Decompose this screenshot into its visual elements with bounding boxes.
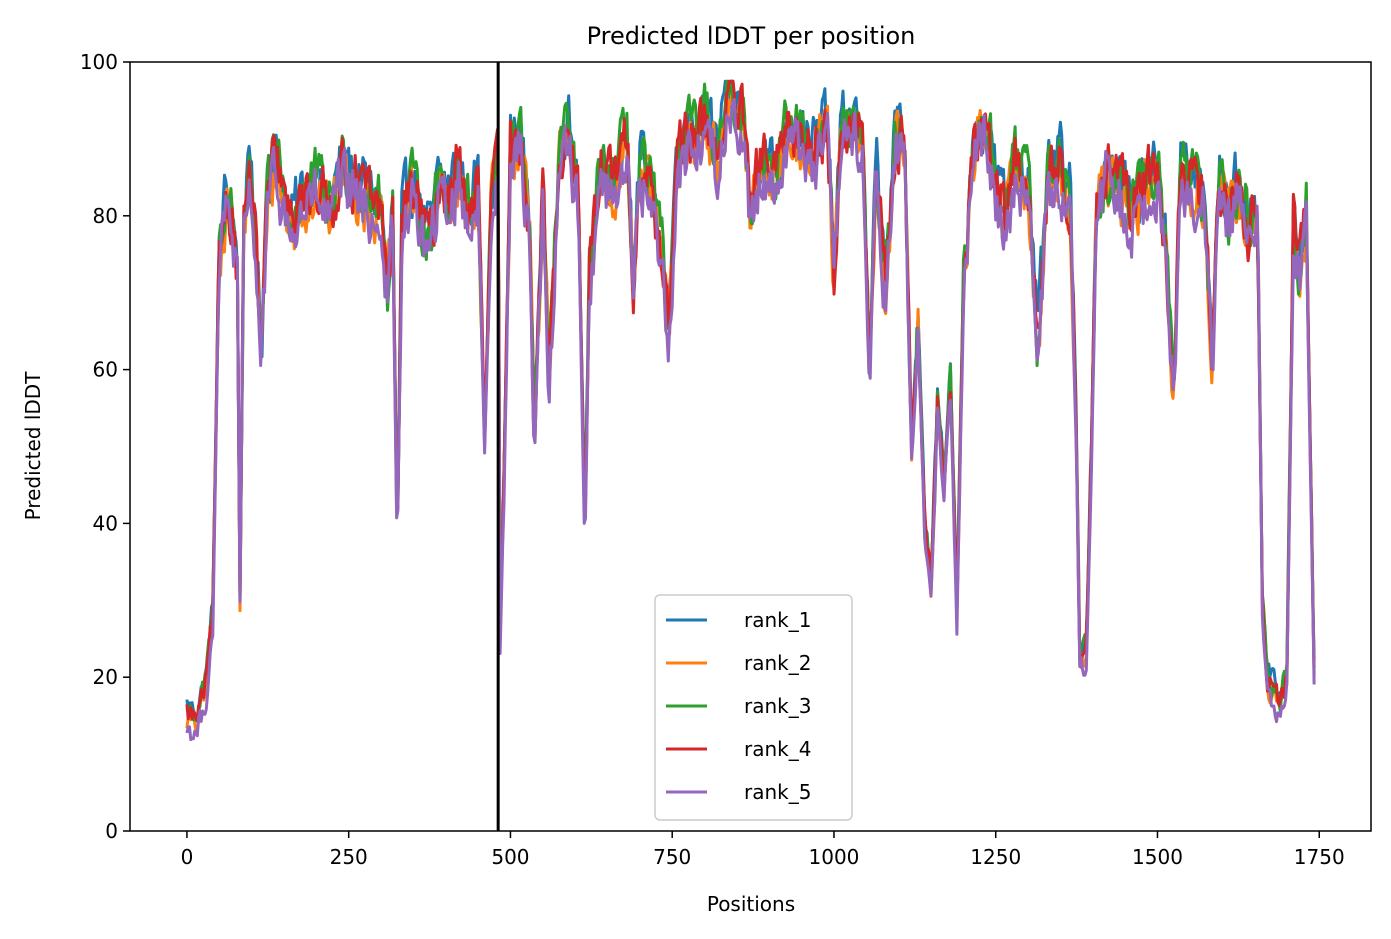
x-tick-label: 500: [491, 845, 529, 869]
x-tick-label: 1500: [1132, 845, 1183, 869]
x-tick-label: 1250: [970, 845, 1021, 869]
y-tick-label: 60: [93, 358, 118, 382]
x-tick-label: 250: [330, 845, 368, 869]
plot-frame: [129, 61, 1372, 832]
legend-box: [654, 594, 853, 821]
chart-title: Predicted lDDT per position: [587, 22, 916, 50]
legend-label-rank-1: rank_1: [744, 608, 811, 632]
x-tick-label: 0: [181, 845, 194, 869]
y-axis-title: Predicted lDDT: [21, 371, 45, 521]
y-tick-label: 100: [80, 50, 118, 74]
y-tick-label: 0: [105, 819, 118, 843]
x-axis: 0 250 500 750 1000 1250 1500 1750: [181, 831, 1345, 869]
x-axis-title: Positions: [707, 892, 795, 916]
x-tick-label: 1750: [1294, 845, 1345, 869]
series-layer: [185, 79, 1316, 742]
y-tick-label: 80: [93, 204, 118, 228]
x-tick-label: 1000: [809, 845, 860, 869]
series-line-rank-5: [185, 97, 1316, 742]
legend-label-rank-4: rank_4: [744, 737, 811, 761]
y-tick-label: 20: [93, 665, 118, 689]
legend-label-rank-5: rank_5: [744, 780, 811, 804]
y-tick-label: 40: [93, 511, 118, 535]
legend-label-rank-3: rank_3: [744, 694, 811, 718]
x-tick-label: 750: [653, 845, 691, 869]
y-axis: 0 20 40 60 80 100: [80, 50, 130, 843]
legend-label-rank-2: rank_2: [744, 651, 811, 675]
legend: rank_1 rank_2 rank_3 rank_4 rank_5: [654, 594, 853, 821]
